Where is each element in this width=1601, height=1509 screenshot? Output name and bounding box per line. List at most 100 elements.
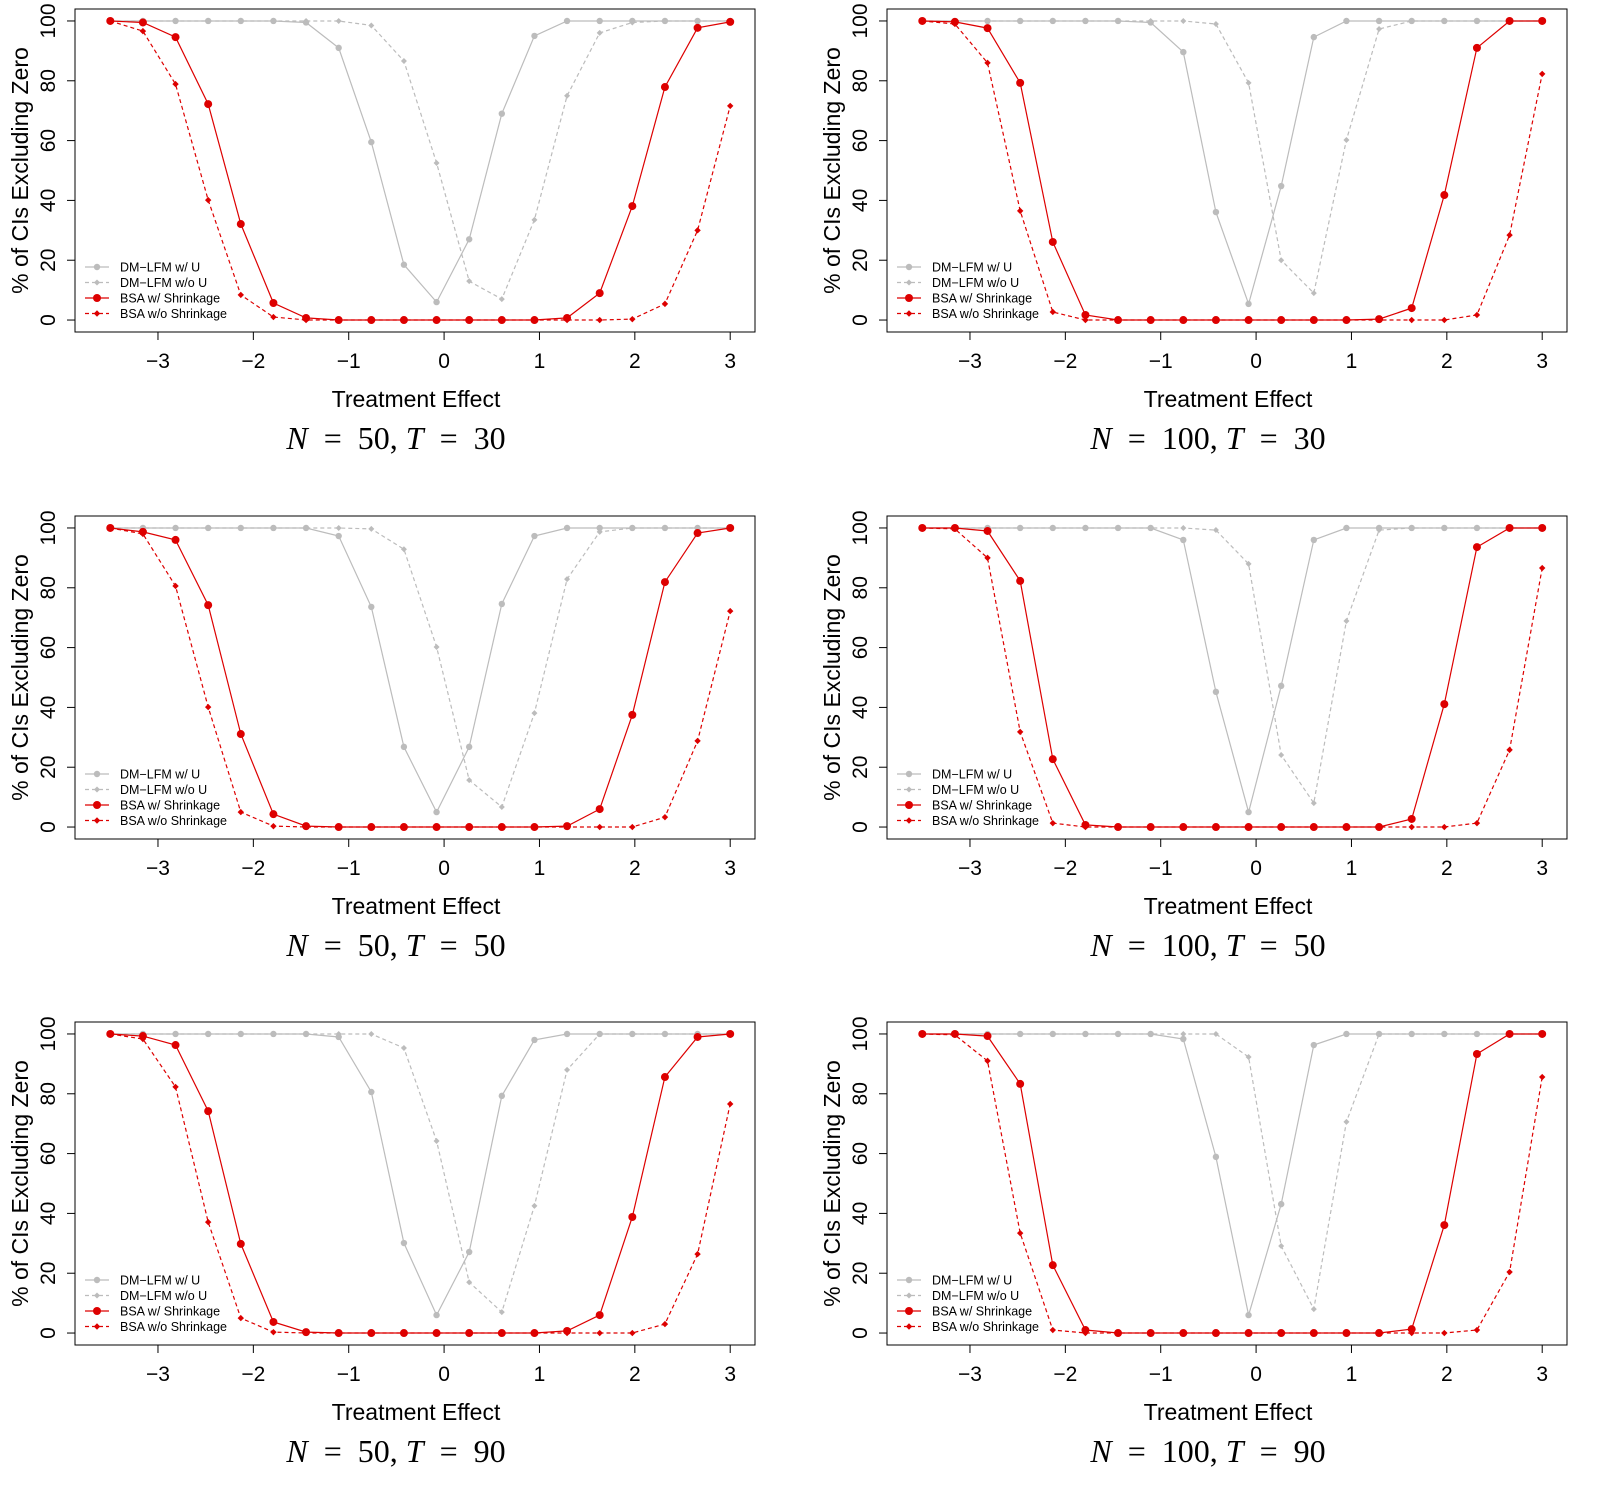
series-line: [922, 20, 1543, 295]
data-point: [498, 110, 506, 117]
x-tick-label: −3: [958, 350, 982, 373]
data-point: [694, 737, 701, 745]
data-point: [368, 1030, 375, 1037]
data-point: [1310, 1306, 1317, 1313]
y-tick-label: 0: [37, 1327, 60, 1339]
data-point: [1343, 823, 1350, 831]
data-point: [1408, 1329, 1415, 1337]
series-line: [922, 20, 1543, 321]
x-tick-label: −3: [146, 1363, 170, 1386]
legend-label: DM−LFM w/o U: [932, 276, 1019, 290]
data-point: [531, 1329, 538, 1337]
data-point: [531, 216, 538, 223]
legend-label: DM−LFM w/ U: [932, 261, 1012, 275]
data-point: [465, 743, 473, 751]
data-point: [335, 1329, 342, 1337]
data-point: [1048, 237, 1057, 246]
legend-label: BSA w/ Shrinkage: [932, 1305, 1032, 1319]
data-point: [1538, 1029, 1547, 1038]
x-tick-label: 2: [1441, 1363, 1453, 1386]
data-point: [1180, 536, 1187, 544]
data-point: [727, 1100, 734, 1108]
data-point: [302, 316, 310, 324]
y-tick-label: 80: [37, 69, 60, 92]
x-tick-label: 1: [534, 857, 546, 880]
y-tick-label: 40: [849, 1202, 872, 1225]
data-point: [1408, 17, 1415, 24]
data-point: [1343, 1329, 1350, 1337]
data-point: [1440, 191, 1449, 200]
series-line: [922, 527, 1543, 828]
data-point: [1343, 617, 1350, 624]
x-tick-label: −2: [1053, 1363, 1077, 1386]
data-point: [270, 524, 277, 531]
x-tick-label: 3: [1536, 857, 1548, 880]
data-point: [270, 17, 277, 24]
data-point: [1147, 1329, 1154, 1337]
data-point: [466, 278, 473, 285]
data-point: [368, 525, 375, 532]
data-point: [433, 823, 440, 831]
data-point: [1343, 1118, 1350, 1125]
data-point: [661, 300, 669, 308]
data-point: [531, 710, 538, 717]
data-point: [237, 808, 244, 816]
series-dm-lfm-without-u: [107, 524, 734, 810]
legend-label: DM−LFM w/ U: [932, 768, 1012, 782]
data-point: [465, 316, 473, 324]
data-point: [1180, 48, 1187, 56]
data-point: [1343, 17, 1350, 25]
data-point: [1278, 257, 1285, 264]
data-point: [1245, 823, 1252, 831]
panel-title: N = 50, T = 50: [285, 927, 505, 963]
legend: DM−LFM w/ UDM−LFM w/o U BSA w/ ShrinkageB…: [85, 768, 227, 828]
y-tick-label: 40: [37, 1202, 60, 1225]
legend-marker: [94, 279, 100, 286]
data-point: [596, 823, 603, 831]
data-point: [595, 289, 604, 298]
data-point: [596, 528, 603, 535]
data-point: [1473, 819, 1481, 827]
legend-label: BSA w/ Shrinkage: [932, 292, 1032, 306]
legend: DM−LFM w/ UDM−LFM w/o U BSA w/ ShrinkageB…: [85, 1274, 227, 1334]
data-point: [368, 1329, 375, 1337]
y-tick-label: 80: [849, 69, 872, 92]
series-line: [110, 20, 731, 321]
x-tick-label: 3: [1536, 1363, 1548, 1386]
legend-marker: [906, 1292, 912, 1299]
data-point: [693, 529, 702, 538]
data-point: [1278, 1243, 1285, 1250]
legend-marker: [905, 263, 913, 271]
data-point: [1245, 300, 1252, 308]
data-point: [1472, 543, 1481, 552]
data-point: [1539, 1073, 1546, 1081]
y-tick-label: 20: [37, 1262, 60, 1285]
legend-label: DM−LFM w/ U: [120, 768, 200, 782]
data-point: [1441, 316, 1448, 324]
legend-label: BSA w/o Shrinkage: [120, 1320, 227, 1334]
legend-marker: [93, 801, 101, 809]
legend-label: DM−LFM w/o U: [932, 1289, 1019, 1303]
data-point: [303, 17, 310, 24]
data-point: [628, 710, 637, 719]
legend: DM−LFM w/ UDM−LFM w/o U BSA w/ ShrinkageB…: [85, 261, 227, 321]
x-axis-label: Treatment Effect: [332, 386, 501, 412]
data-point: [1440, 1221, 1449, 1230]
data-point: [531, 1036, 538, 1044]
legend-marker: [905, 1307, 913, 1315]
series-dm-lfm-with-u: [107, 17, 734, 306]
data-point: [727, 102, 734, 110]
data-point: [1506, 1268, 1513, 1276]
x-tick-label: 0: [1250, 350, 1262, 373]
data-point: [1049, 17, 1056, 24]
series-line: [922, 1033, 1543, 1334]
data-point: [1147, 1030, 1154, 1037]
data-point: [563, 823, 571, 831]
data-point: [1277, 682, 1285, 690]
legend-label: DM−LFM w/ U: [932, 1274, 1012, 1288]
series-line: [110, 527, 731, 828]
data-point: [498, 316, 506, 324]
data-point: [1017, 1030, 1024, 1037]
data-point: [1017, 524, 1024, 531]
x-tick-label: 0: [438, 350, 450, 373]
